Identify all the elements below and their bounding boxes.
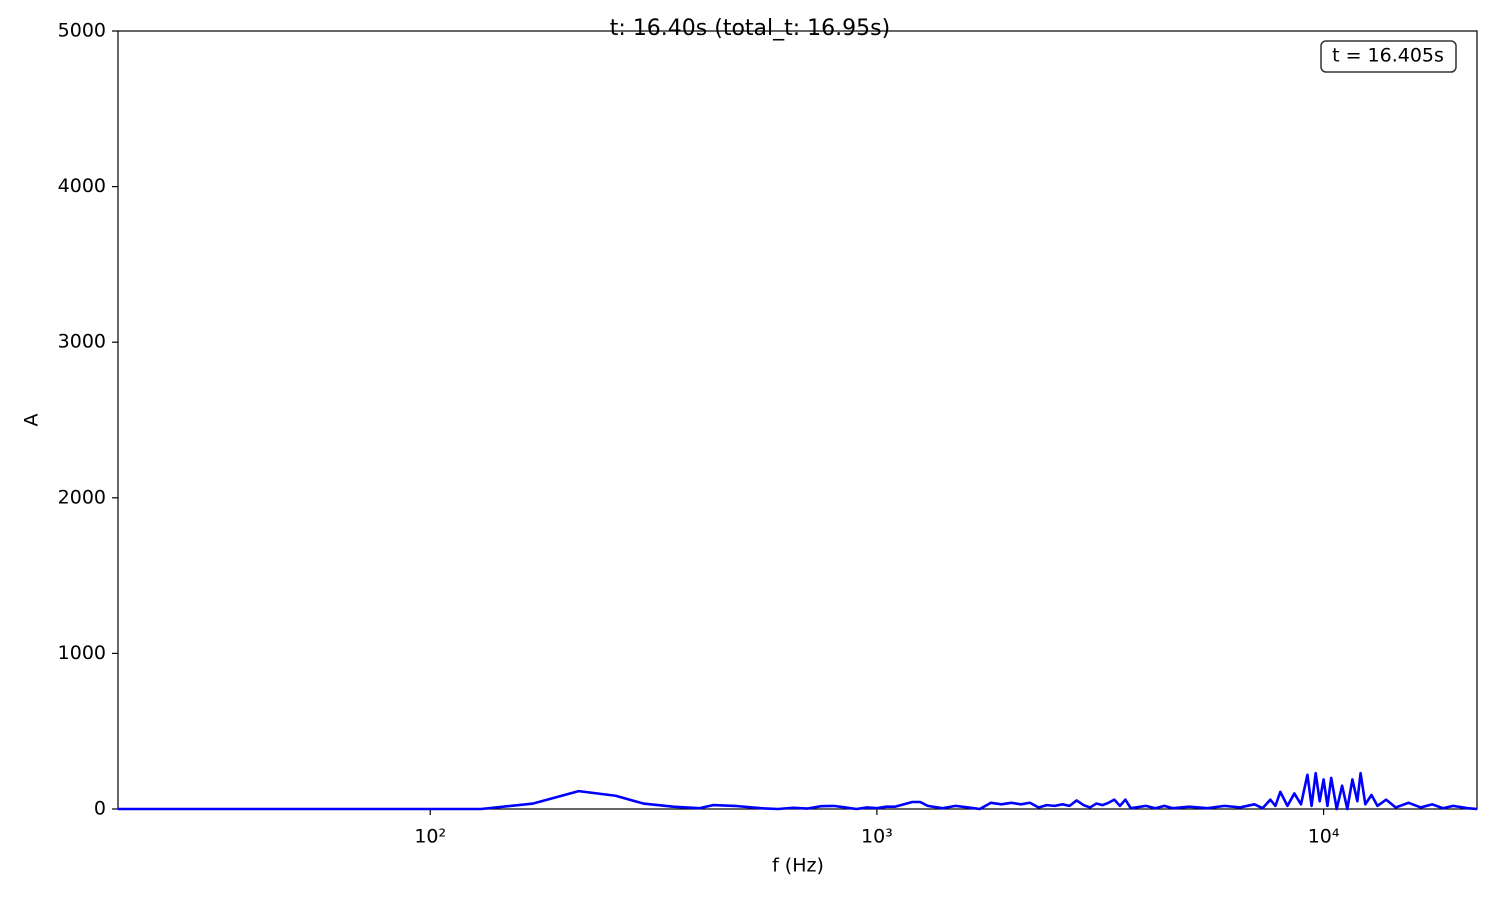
spectrum-line [118, 771, 1478, 811]
y-tick-label: 2000 [58, 486, 106, 508]
annotation-box [1320, 40, 1457, 73]
annotation: t = 16.405s [1332, 45, 1444, 67]
x-tick-label: 10² [414, 826, 446, 848]
y-tick-label: 0 [94, 798, 106, 820]
y-tick-label: 4000 [58, 175, 106, 197]
x-tick-label: 10⁴ [1308, 826, 1340, 848]
chart-title: t: 16.40s (total_t: 16.95s) [610, 16, 890, 41]
x-tick-label: 10³ [861, 826, 893, 848]
plot-frame [117, 30, 1478, 810]
y-tick-label: 1000 [58, 642, 106, 664]
x-axis-label: f (Hz) [772, 855, 824, 877]
y-tick-label: 3000 [58, 331, 106, 353]
y-tick-label: 5000 [58, 20, 106, 42]
y-axis-label: A [21, 414, 43, 427]
